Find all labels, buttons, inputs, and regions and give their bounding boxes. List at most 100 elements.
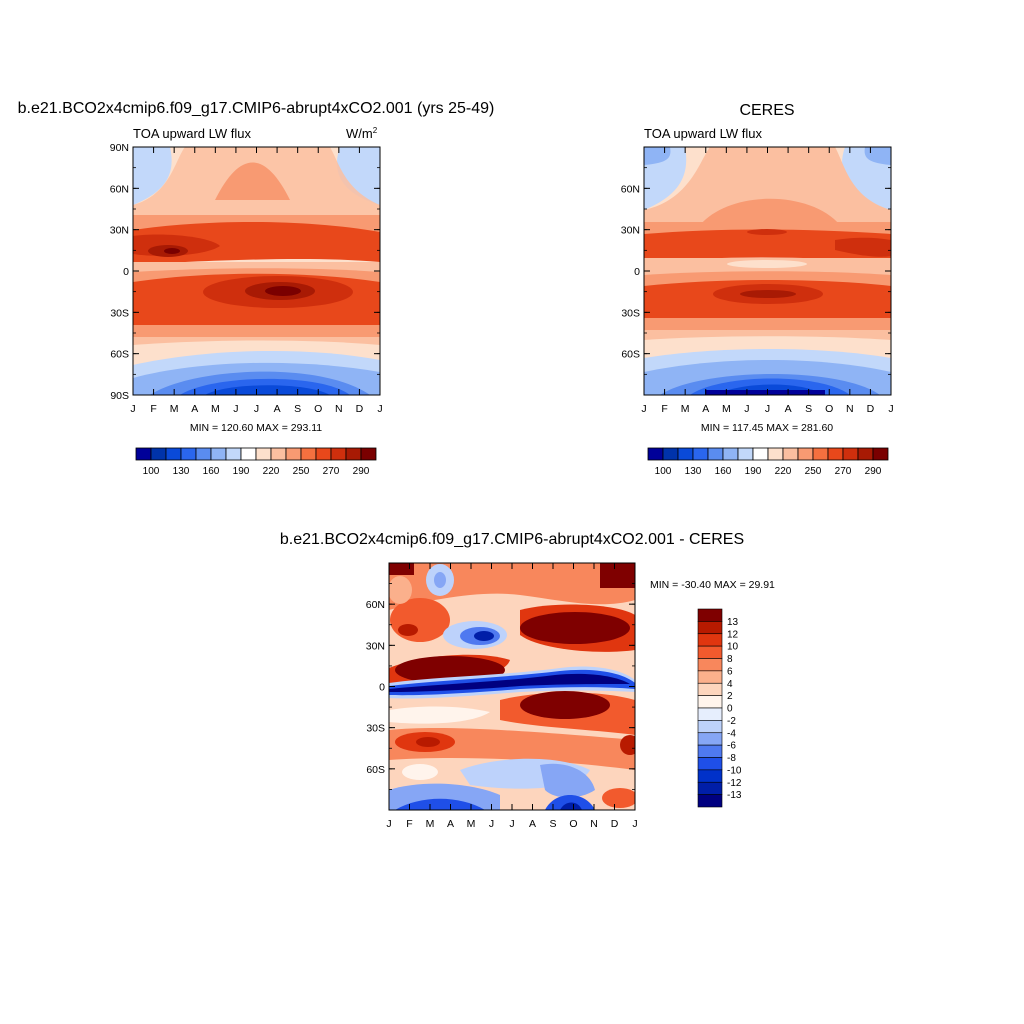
- colorbar-swatch: [697, 732, 723, 746]
- colorbar-swatch: [697, 707, 723, 721]
- colorbar-swatch: [195, 447, 212, 461]
- colorbar-swatch: [697, 633, 723, 647]
- y-tick-label: 30N: [621, 225, 640, 237]
- colorbar-swatch: [697, 608, 723, 622]
- colorbar-swatch: [697, 781, 723, 795]
- y-tick-label: 90S: [110, 390, 129, 402]
- colorbar-label: -10: [727, 765, 742, 776]
- colorbar-swatch: [647, 447, 664, 461]
- model-colorbar: 100 130 160 190 220 250 270 290: [135, 447, 377, 477]
- x-tick-label: A: [274, 403, 281, 415]
- x-tick-label: J: [254, 403, 259, 415]
- x-tick-label: A: [529, 818, 536, 830]
- colorbar-label: 270: [835, 466, 852, 477]
- colorbar-swatch: [135, 447, 152, 461]
- colorbar-swatch: [812, 447, 829, 461]
- colorbar-label: 220: [775, 466, 792, 477]
- colorbar-swatch: [767, 447, 784, 461]
- x-tick-label: A: [191, 403, 198, 415]
- obs-colorbar: 100 130 160 190 220 250 270 290: [647, 447, 889, 477]
- y-tick-label: 30S: [366, 723, 385, 735]
- model-y-axis: 90N 60N 30N 0 30S 60S 90S: [110, 142, 380, 402]
- colorbar-label: 190: [233, 466, 250, 477]
- colorbar-label: 6: [727, 666, 733, 677]
- model-title: b.e21.BCO2x4cmip6.f09_g17.CMIP6-abrupt4x…: [18, 100, 495, 117]
- colorbar-label: 250: [293, 466, 310, 477]
- diff-title: b.e21.BCO2x4cmip6.f09_g17.CMIP6-abrupt4x…: [280, 531, 744, 548]
- x-tick-label: J: [377, 403, 382, 415]
- colorbar-swatch: [752, 447, 769, 461]
- x-tick-label: M: [681, 403, 690, 415]
- colorbar-label: 12: [727, 629, 739, 640]
- obs-title: CERES: [739, 102, 794, 119]
- x-tick-label: J: [632, 818, 637, 830]
- colorbar-label: 100: [655, 466, 672, 477]
- colorbar-label: 220: [263, 466, 280, 477]
- colorbar-swatch: [150, 447, 167, 461]
- colorbar-swatch: [662, 447, 679, 461]
- colorbar-label: 290: [865, 466, 882, 477]
- colorbar-label: 13: [727, 617, 739, 628]
- x-tick-label: A: [447, 818, 454, 830]
- diff-panel: b.e21.BCO2x4cmip6.f09_g17.CMIP6-abrupt4x…: [280, 531, 775, 830]
- colorbar-swatch: [300, 447, 317, 461]
- colorbar-swatch: [692, 447, 709, 461]
- x-tick-label: J: [489, 818, 494, 830]
- colorbar-swatch: [330, 447, 347, 461]
- x-tick-label: N: [590, 818, 598, 830]
- x-tick-label: J: [130, 403, 135, 415]
- x-tick-label: M: [467, 818, 476, 830]
- obs-panel: CERES TOA upward LW flux: [621, 102, 894, 477]
- colorbar-label: 160: [203, 466, 220, 477]
- colorbar-label: 190: [745, 466, 762, 477]
- colorbar-swatch: [697, 695, 723, 709]
- x-tick-label: M: [722, 403, 731, 415]
- x-tick-label: J: [765, 403, 770, 415]
- x-tick-label: O: [314, 403, 322, 415]
- diff-minmax: MIN = -30.40 MAX = 29.91: [650, 579, 775, 591]
- colorbar-swatch: [285, 447, 302, 461]
- colorbar-label: -6: [727, 741, 736, 752]
- x-tick-label: F: [406, 818, 412, 830]
- y-tick-label: 60N: [366, 599, 385, 611]
- x-tick-label: J: [641, 403, 646, 415]
- x-tick-label: D: [611, 818, 619, 830]
- colorbar-swatch: [857, 447, 874, 461]
- y-tick-label: 30S: [621, 307, 640, 319]
- x-tick-label: J: [386, 818, 391, 830]
- colorbar-label: -8: [727, 753, 736, 764]
- obs-minmax: MIN = 117.45 MAX = 281.60: [701, 422, 833, 434]
- x-tick-label: O: [825, 403, 833, 415]
- y-tick-label: 60S: [110, 349, 129, 361]
- colorbar-label: -12: [727, 778, 742, 789]
- x-tick-label: A: [785, 403, 792, 415]
- model-panel: b.e21.BCO2x4cmip6.f09_g17.CMIP6-abrupt4x…: [18, 100, 495, 477]
- colorbar-label: -4: [727, 728, 736, 739]
- colorbar-swatch: [315, 447, 332, 461]
- colorbar-swatch: [697, 670, 723, 684]
- colorbar-swatch: [270, 447, 287, 461]
- model-minmax: MIN = 120.60 MAX = 293.11: [190, 422, 322, 434]
- colorbar-swatch: [180, 447, 197, 461]
- colorbar-swatch: [697, 744, 723, 758]
- x-tick-label: J: [888, 403, 893, 415]
- colorbar-label: 0: [727, 704, 733, 715]
- colorbar-label: 290: [353, 466, 370, 477]
- y-tick-label: 30N: [110, 225, 129, 237]
- x-tick-label: J: [233, 403, 238, 415]
- colorbar-label: 2: [727, 691, 733, 702]
- colorbar-swatch: [165, 447, 182, 461]
- x-tick-label: S: [549, 818, 556, 830]
- y-tick-label: 60N: [621, 183, 640, 195]
- diff-heatmap: [389, 563, 635, 810]
- x-tick-label: F: [150, 403, 156, 415]
- colorbar-swatch: [697, 658, 723, 672]
- colorbar-label: 270: [323, 466, 340, 477]
- x-tick-label: D: [867, 403, 875, 415]
- colorbar-swatch: [842, 447, 859, 461]
- x-tick-label: J: [509, 818, 514, 830]
